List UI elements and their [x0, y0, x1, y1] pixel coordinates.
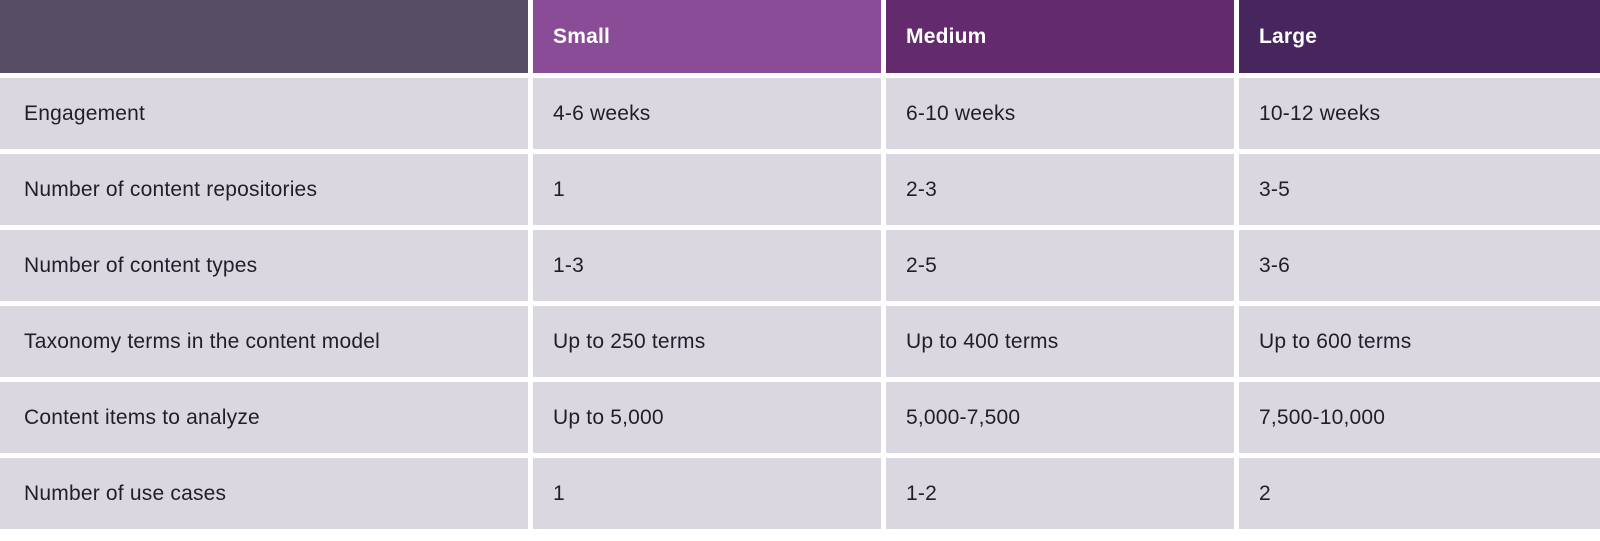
cell-taxonomy-terms-large: Up to 600 terms — [1239, 306, 1600, 377]
header-cell-blank — [0, 0, 528, 73]
header-cell-medium: Medium — [886, 0, 1234, 73]
cell-content-types-small: 1-3 — [533, 230, 881, 301]
row-label-taxonomy-terms: Taxonomy terms in the content model — [0, 306, 528, 377]
cell-engagement-medium: 6-10 weeks — [886, 78, 1234, 149]
cell-engagement-small: 4-6 weeks — [533, 78, 881, 149]
header-cell-small: Small — [533, 0, 881, 73]
cell-use-cases-large: 2 — [1239, 458, 1600, 529]
row-label-use-cases: Number of use cases — [0, 458, 528, 529]
cell-content-types-medium: 2-5 — [886, 230, 1234, 301]
row-label-content-repositories: Number of content repositories — [0, 154, 528, 225]
cell-repositories-small: 1 — [533, 154, 881, 225]
cell-content-types-large: 3-6 — [1239, 230, 1600, 301]
row-label-content-types: Number of content types — [0, 230, 528, 301]
cell-use-cases-medium: 1-2 — [886, 458, 1234, 529]
cell-content-items-small: Up to 5,000 — [533, 382, 881, 453]
cell-use-cases-small: 1 — [533, 458, 881, 529]
cell-repositories-large: 3-5 — [1239, 154, 1600, 225]
sizing-comparison-table: Small Medium Large Engagement 4-6 weeks … — [0, 0, 1600, 529]
cell-engagement-large: 10-12 weeks — [1239, 78, 1600, 149]
cell-content-items-large: 7,500-10,000 — [1239, 382, 1600, 453]
cell-repositories-medium: 2-3 — [886, 154, 1234, 225]
cell-taxonomy-terms-small: Up to 250 terms — [533, 306, 881, 377]
row-label-content-items: Content items to analyze — [0, 382, 528, 453]
cell-content-items-medium: 5,000-7,500 — [886, 382, 1234, 453]
header-cell-large: Large — [1239, 0, 1600, 73]
row-label-engagement: Engagement — [0, 78, 528, 149]
cell-taxonomy-terms-medium: Up to 400 terms — [886, 306, 1234, 377]
